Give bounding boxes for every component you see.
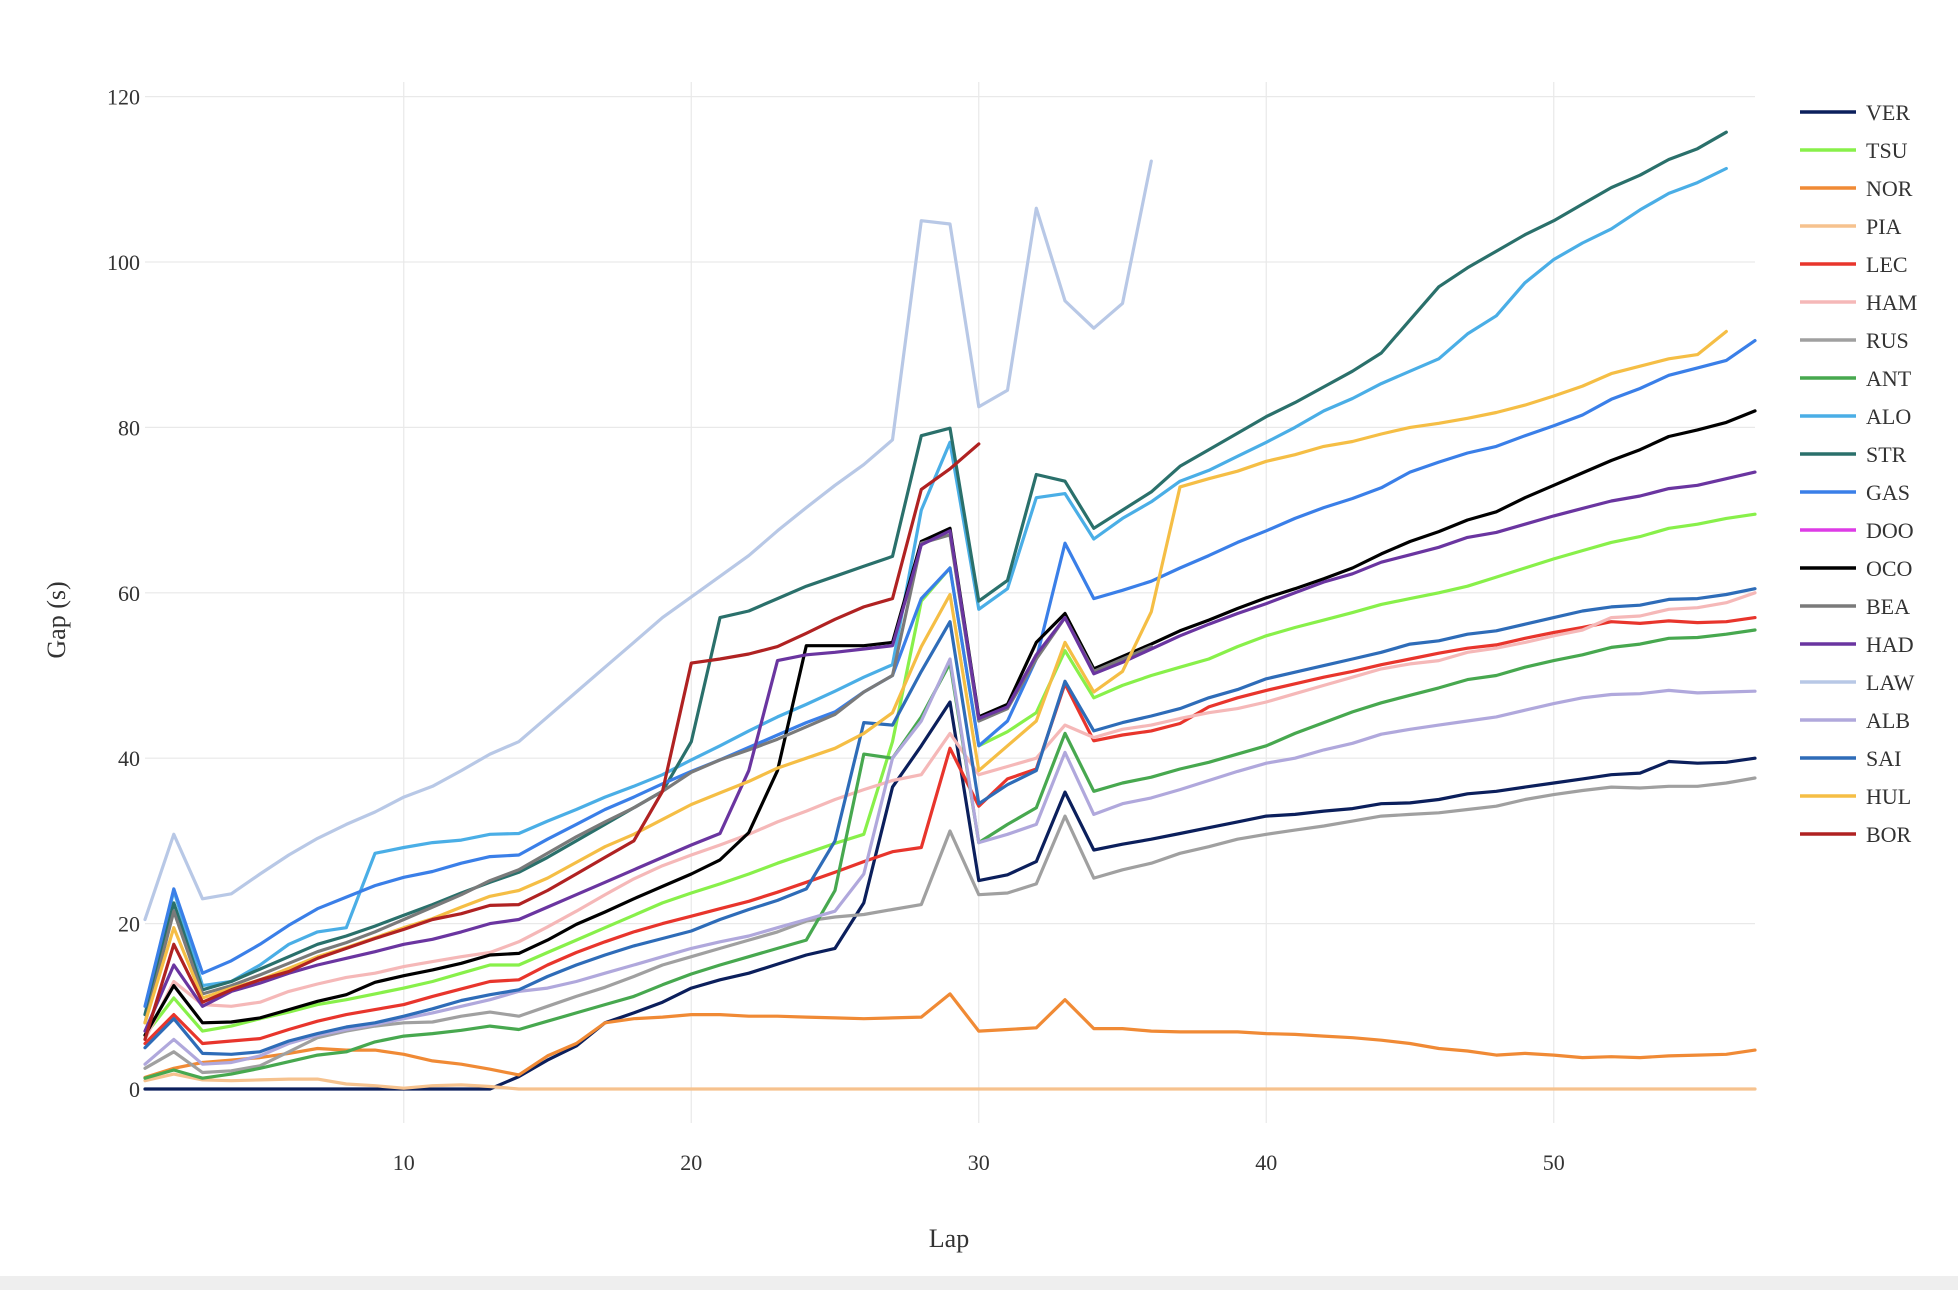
y-tick-label: 100	[107, 250, 140, 275]
series-line-bor	[143, 442, 981, 1041]
legend-label: ANT	[1866, 366, 1912, 391]
legend-label: PIA	[1866, 214, 1902, 239]
legend-item-alb[interactable]: ALB	[1800, 708, 1910, 733]
legend-item-ver[interactable]: VER	[1800, 100, 1910, 125]
series-line-ham	[143, 591, 1757, 1041]
series-line-had	[143, 470, 1757, 1033]
legend-item-law[interactable]: LAW	[1800, 670, 1915, 695]
x-tick-label: 50	[1543, 1150, 1565, 1175]
series-line-pia	[143, 1072, 1757, 1091]
legend-label: SAI	[1866, 746, 1901, 771]
series-layer	[143, 130, 1757, 1091]
legend-label: VER	[1866, 100, 1910, 125]
x-tick-label: 30	[968, 1150, 990, 1175]
legend-label: NOR	[1866, 176, 1913, 201]
series-line-ant	[143, 628, 1757, 1080]
legend-label: STR	[1866, 442, 1907, 467]
legend-item-rus[interactable]: RUS	[1800, 328, 1909, 353]
x-axis-label: Lap	[929, 1224, 969, 1253]
legend-item-bor[interactable]: BOR	[1800, 822, 1912, 847]
y-tick-label: 20	[118, 912, 140, 937]
legend-item-str[interactable]: STR	[1800, 442, 1907, 467]
legend-label: OCO	[1866, 556, 1912, 581]
x-tick-label: 20	[680, 1150, 702, 1175]
legend-label: BOR	[1866, 822, 1912, 847]
legend-label: ALO	[1866, 404, 1911, 429]
legend-label: TSU	[1866, 138, 1908, 163]
legend-label: HUL	[1866, 784, 1911, 809]
series-line-alo	[143, 166, 1728, 1017]
legend-label: HAD	[1866, 632, 1914, 657]
legend-label: ALB	[1866, 708, 1910, 733]
legend-item-hul[interactable]: HUL	[1800, 784, 1911, 809]
legend-label: RUS	[1866, 328, 1909, 353]
y-axis-label: Gap (s)	[42, 581, 71, 658]
legend-item-oco[interactable]: OCO	[1800, 556, 1912, 581]
legend-label: LEC	[1866, 252, 1908, 277]
legend-item-doo[interactable]: DOO	[1800, 518, 1914, 543]
y-tick-label: 80	[118, 415, 140, 440]
legend-item-alo[interactable]: ALO	[1800, 404, 1911, 429]
series-line-sai	[143, 587, 1757, 1056]
series-line-oco	[143, 409, 1757, 1037]
series-line-bea	[143, 533, 1153, 1025]
legend-item-ant[interactable]: ANT	[1800, 366, 1912, 391]
legend-item-bea[interactable]: BEA	[1800, 594, 1910, 619]
series-line-ver	[143, 700, 1757, 1091]
legend-label: DOO	[1866, 518, 1914, 543]
series-line-str	[143, 130, 1728, 1017]
legend-item-pia[interactable]: PIA	[1800, 214, 1902, 239]
y-tick-label: 40	[118, 746, 140, 771]
legend-item-lec[interactable]: LEC	[1800, 252, 1908, 277]
legend-item-sai[interactable]: SAI	[1800, 746, 1901, 771]
x-tick-label: 10	[393, 1150, 415, 1175]
axis-layer: Gap (s) Lap 10 20 30 40 50 0 20 40 60 80 100 120	[42, 85, 1565, 1253]
legend-item-had[interactable]: HAD	[1800, 632, 1914, 657]
legend-item-ham[interactable]: HAM	[1800, 290, 1917, 315]
legend-label: BEA	[1866, 594, 1910, 619]
x-tick-label: 40	[1255, 1150, 1277, 1175]
legend-item-nor[interactable]: NOR	[1800, 176, 1913, 201]
y-tick-label: 60	[118, 581, 140, 606]
series-line-alb	[143, 657, 1757, 1066]
legend-label: GAS	[1866, 480, 1910, 505]
legend[interactable]: VER TSU NOR PIA LEC HAM RUS ANT ALO STR GAS DOO OCO B…	[1800, 100, 1917, 847]
legend-item-gas[interactable]: GAS	[1800, 480, 1910, 505]
legend-item-tsu[interactable]: TSU	[1800, 138, 1908, 163]
bottom-strip	[0, 1276, 1958, 1290]
series-line-nor	[143, 992, 1757, 1079]
legend-label: LAW	[1866, 670, 1915, 695]
series-line-law	[143, 159, 1153, 922]
series-line-rus	[143, 776, 1757, 1075]
y-tick-label: 0	[129, 1077, 140, 1102]
series-line-lec	[143, 616, 1757, 1046]
legend-label: HAM	[1866, 290, 1917, 315]
series-line-gas	[143, 339, 1757, 1008]
y-tick-label: 120	[107, 85, 140, 110]
